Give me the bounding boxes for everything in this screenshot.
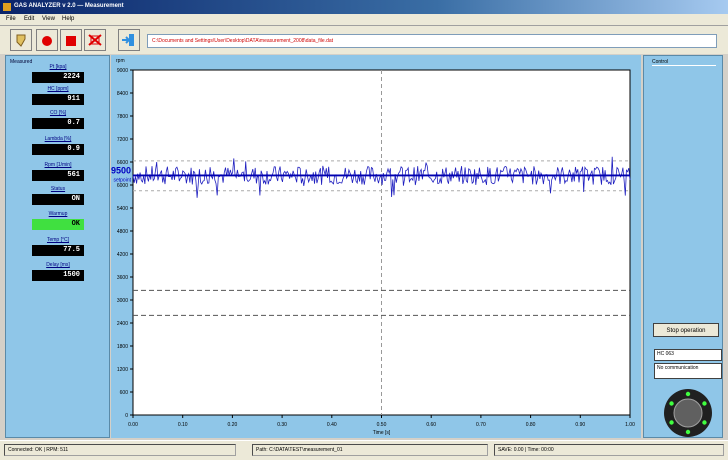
menu-file[interactable]: File	[6, 16, 16, 22]
stop-button[interactable]	[60, 29, 82, 51]
open-icon	[16, 34, 26, 47]
dial-led	[669, 401, 674, 406]
control-dial[interactable]	[663, 388, 713, 438]
menu-help[interactable]: Help	[62, 16, 75, 22]
menu-view[interactable]: View	[42, 16, 55, 22]
exit-button[interactable]	[118, 29, 140, 51]
gauge: CO [%] 0.7	[28, 110, 88, 132]
record-icon	[42, 36, 52, 46]
menu-edit[interactable]: Edit	[24, 16, 35, 22]
gauge: HC [ppm] 911	[28, 86, 88, 108]
gauge-label: Delay [ms]	[46, 262, 70, 268]
status-bar: Connected: OK | RPM: 511 Path: C:\DATA\T…	[0, 440, 728, 460]
info-field-1: HC 063	[654, 349, 722, 361]
gauge: Delay [ms] 1500	[28, 262, 88, 284]
stop-icon	[66, 36, 76, 46]
gauge: Warmup OK	[28, 211, 88, 233]
control-panel: Control	[643, 55, 723, 438]
gauge-value: OK	[32, 219, 84, 230]
dial-led	[685, 429, 691, 435]
status-middle: Path: C:\DATA\TEST\measurement_01	[252, 444, 488, 456]
stop-operation-button[interactable]: Stop operation	[653, 323, 719, 337]
dial-knob	[673, 398, 703, 428]
gauge: Pt [kpa] 2224	[28, 64, 88, 86]
file-path-field[interactable]: C:\Documents and Settings\User\Desktop\D…	[147, 34, 717, 48]
gauge-label: HC [ppm]	[47, 86, 69, 92]
gauge-label: Status	[50, 186, 66, 192]
gauge-value: 0.9	[32, 144, 84, 155]
gauge-label: CO [%]	[49, 110, 67, 116]
gauge-value: 0.7	[32, 118, 84, 129]
gauge: Rpm [1/min] 561	[28, 162, 88, 184]
gauge-label: Lambda [%]	[44, 136, 72, 142]
app-icon	[3, 3, 11, 11]
gauge: Lambda [%] 0.9	[28, 136, 88, 158]
gauge-value: 1500	[32, 270, 84, 281]
info-field-2: No communication	[654, 363, 722, 379]
gauge-value: 561	[32, 170, 84, 181]
gauge-label: Pt [kpa]	[49, 64, 67, 70]
gauge-label: Warmup	[48, 211, 68, 217]
status-right: SAVE: 0.00 | Time: 00:00	[494, 444, 724, 456]
open-button[interactable]	[10, 29, 32, 51]
gauge: Temp [°C] 77.5	[28, 237, 88, 259]
gauge-value: ON	[32, 194, 84, 205]
gauge-label: Temp [°C]	[46, 237, 69, 243]
clear-icon	[88, 34, 102, 46]
gauge-value: 77.5	[32, 245, 84, 256]
clear-button[interactable]	[84, 29, 106, 51]
plot-frame	[111, 55, 641, 438]
gauge-label: Rpm [1/min]	[44, 162, 72, 168]
dial-led	[702, 420, 707, 425]
title-bar: GAS ANALYZER v 2.0 — Measurement	[0, 0, 728, 14]
measurements-header: Measured	[10, 59, 33, 65]
gauge-value: 911	[32, 94, 84, 105]
dial-leds	[669, 391, 707, 435]
dial-led	[669, 420, 674, 425]
menu-bar: File Edit View Help	[0, 14, 728, 26]
y-axis-title: rpm	[116, 58, 125, 64]
dial-led	[685, 391, 691, 397]
gauge-value: 2224	[32, 72, 84, 83]
status-left: Connected: OK | RPM: 511	[4, 444, 236, 456]
window-title: GAS ANALYZER v 2.0 — Measurement	[14, 3, 124, 9]
gauge: Status ON	[28, 186, 88, 208]
exit-icon	[122, 34, 134, 46]
dial-led	[702, 401, 707, 406]
control-header: Control	[652, 59, 716, 66]
record-button[interactable]	[36, 29, 58, 51]
